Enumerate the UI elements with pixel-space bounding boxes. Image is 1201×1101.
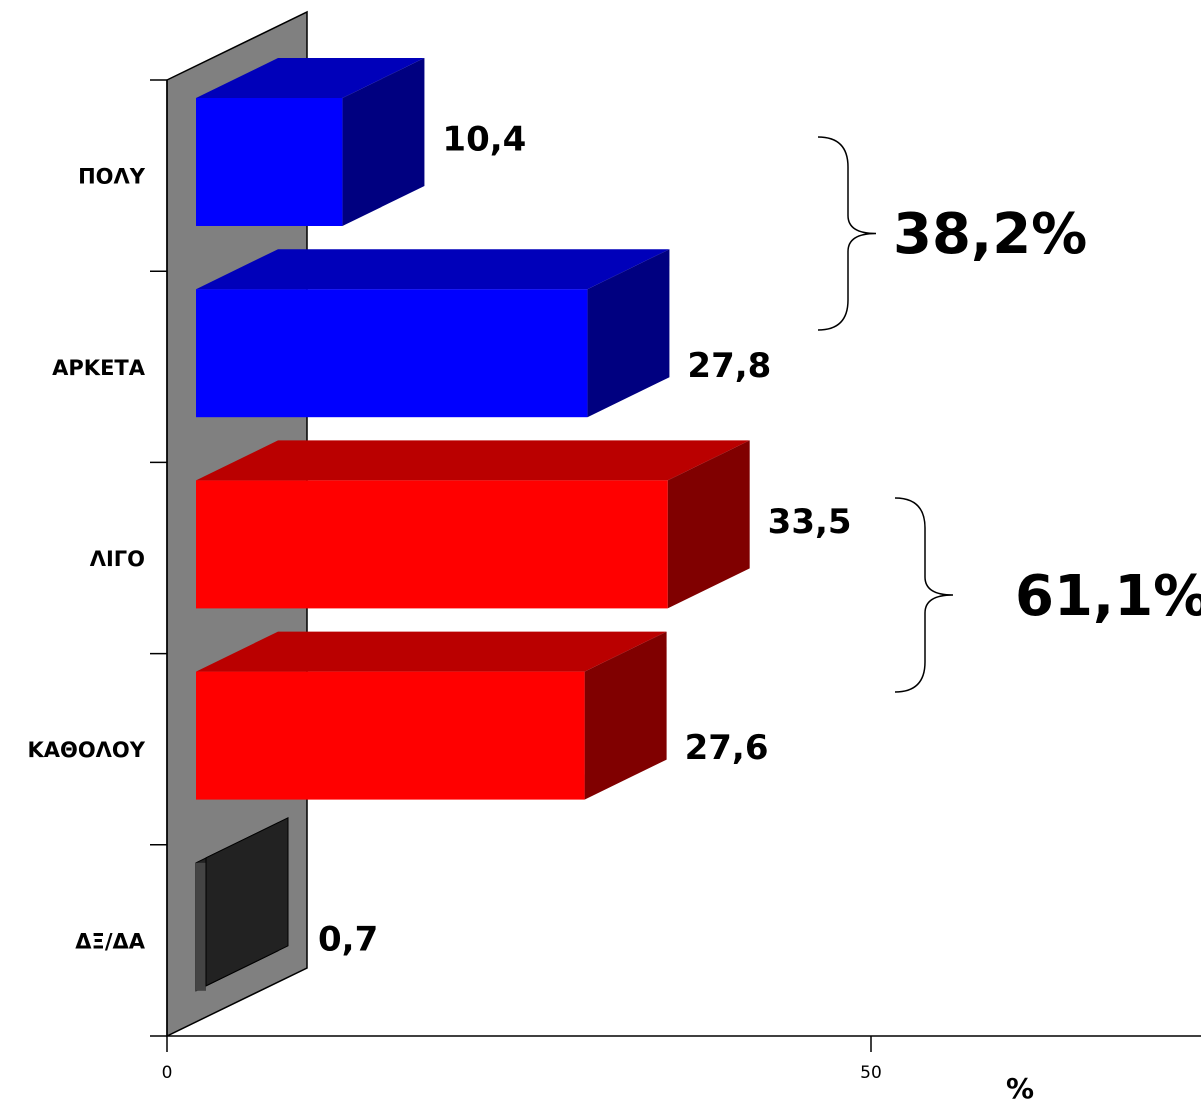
x-tick-label: 50 <box>860 1063 882 1083</box>
bar-top <box>196 249 670 290</box>
bar <box>196 440 750 609</box>
bar-side-panel <box>205 816 289 987</box>
category-label: ΠΟΛΥ <box>78 165 146 189</box>
category-label: ΚΑΘΟΛΟΥ <box>27 738 145 762</box>
value-label: 33,5 <box>768 502 852 542</box>
bar-front <box>196 480 668 609</box>
bar-front <box>196 98 343 226</box>
bar <box>196 249 670 418</box>
x-axis-unit-label: % <box>1006 1072 1034 1101</box>
category-label: ΔΞ/ΔΑ <box>75 929 145 953</box>
group-brace <box>817 136 877 331</box>
bar-side <box>342 58 425 226</box>
group-brace <box>894 497 954 693</box>
category-label: ΑΡΚΕΤΑ <box>52 356 146 380</box>
x-tick-label: 0 <box>162 1063 173 1083</box>
group-total-label: 61,1% <box>1015 564 1201 629</box>
bar-top <box>196 631 667 672</box>
value-label: 27,6 <box>685 728 769 768</box>
bar-side <box>587 249 670 418</box>
bar-side <box>667 440 750 609</box>
category-label: ΛΙΓΟ <box>90 547 145 571</box>
bar-front <box>196 862 206 991</box>
bar <box>196 58 425 226</box>
bar <box>195 816 289 992</box>
bar-front <box>196 289 588 418</box>
bar-front <box>196 671 585 800</box>
value-label: 10,4 <box>442 120 526 160</box>
value-label: 27,8 <box>687 346 771 386</box>
value-label: 0,7 <box>318 919 378 959</box>
bar-side <box>584 631 667 800</box>
bar-top <box>196 440 750 481</box>
group-total-label: 38,2% <box>893 202 1087 267</box>
bar <box>196 631 667 800</box>
bar-top <box>196 58 425 98</box>
